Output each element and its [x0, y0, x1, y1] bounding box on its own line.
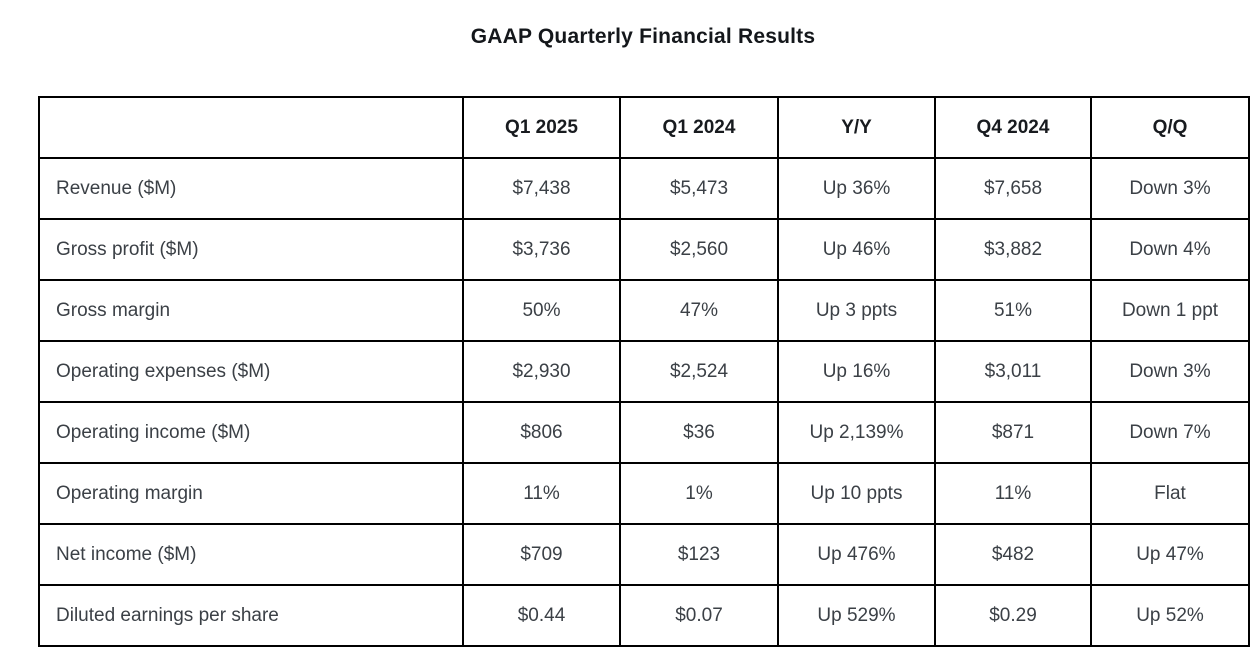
- cell-value: 47%: [619, 279, 779, 342]
- row-label: Gross profit ($M): [38, 218, 464, 281]
- cell-value: $0.29: [934, 584, 1092, 647]
- row-label: Diluted earnings per share: [38, 584, 464, 647]
- cell-value: 51%: [934, 279, 1092, 342]
- row-label: Operating margin: [38, 462, 464, 525]
- cell-value: $7,438: [462, 157, 621, 220]
- table-row-gross-margin: Gross margin 50% 47% Up 3 ppts 51% Down …: [38, 279, 1250, 342]
- cell-value: $0.44: [462, 584, 621, 647]
- cell-value: Up 2,139%: [777, 401, 936, 464]
- cell-value: Up 10 ppts: [777, 462, 936, 525]
- cell-value: Up 16%: [777, 340, 936, 403]
- cell-value: $7,658: [934, 157, 1092, 220]
- cell-value: $3,882: [934, 218, 1092, 281]
- cell-value: Down 3%: [1090, 157, 1250, 220]
- cell-value: Down 1 ppt: [1090, 279, 1250, 342]
- cell-value: Up 3 ppts: [777, 279, 936, 342]
- row-label: Net income ($M): [38, 523, 464, 586]
- table-row-operating-margin: Operating margin 11% 1% Up 10 ppts 11% F…: [38, 462, 1250, 525]
- table-row-net-income: Net income ($M) $709 $123 Up 476% $482 U…: [38, 523, 1250, 586]
- row-label: Operating income ($M): [38, 401, 464, 464]
- row-label: Operating expenses ($M): [38, 340, 464, 403]
- cell-value: $709: [462, 523, 621, 586]
- cell-value: $2,524: [619, 340, 779, 403]
- cell-value: $2,560: [619, 218, 779, 281]
- cell-value: $2,930: [462, 340, 621, 403]
- cell-value: $3,736: [462, 218, 621, 281]
- column-header-q1-2024: Q1 2024: [619, 96, 779, 159]
- cell-value: Flat: [1090, 462, 1250, 525]
- cell-value: $806: [462, 401, 621, 464]
- cell-value: $482: [934, 523, 1092, 586]
- cell-value: Up 47%: [1090, 523, 1250, 586]
- header-row: Q1 2025 Q1 2024 Y/Y Q4 2024 Q/Q: [38, 96, 1250, 159]
- column-header-blank: [38, 96, 464, 159]
- cell-value: $0.07: [619, 584, 779, 647]
- cell-value: 50%: [462, 279, 621, 342]
- cell-value: Up 46%: [777, 218, 936, 281]
- cell-value: 11%: [462, 462, 621, 525]
- cell-value: Up 529%: [777, 584, 936, 647]
- cell-value: Down 7%: [1090, 401, 1250, 464]
- table-row-operating-income: Operating income ($M) $806 $36 Up 2,139%…: [38, 401, 1250, 464]
- cell-value: $36: [619, 401, 779, 464]
- column-header-qq: Q/Q: [1090, 96, 1250, 159]
- cell-value: 11%: [934, 462, 1092, 525]
- table-row-revenue: Revenue ($M) $7,438 $5,473 Up 36% $7,658…: [38, 157, 1250, 220]
- page-title: GAAP Quarterly Financial Results: [470, 25, 816, 48]
- cell-value: Down 3%: [1090, 340, 1250, 403]
- row-label: Revenue ($M): [38, 157, 464, 220]
- cell-value: Up 52%: [1090, 584, 1250, 647]
- column-header-yy: Y/Y: [777, 96, 936, 159]
- cell-value: 1%: [619, 462, 779, 525]
- cell-value: Up 476%: [777, 523, 936, 586]
- cell-value: $123: [619, 523, 779, 586]
- cell-value: $5,473: [619, 157, 779, 220]
- table-row-operating-expenses: Operating expenses ($M) $2,930 $2,524 Up…: [38, 340, 1250, 403]
- financial-results-table: Q1 2025 Q1 2024 Y/Y Q4 2024 Q/Q Revenue …: [38, 96, 1250, 647]
- cell-value: $3,011: [934, 340, 1092, 403]
- cell-value: $871: [934, 401, 1092, 464]
- column-header-q1-2025: Q1 2025: [462, 96, 621, 159]
- column-header-q4-2024: Q4 2024: [934, 96, 1092, 159]
- table-row-gross-profit: Gross profit ($M) $3,736 $2,560 Up 46% $…: [38, 218, 1250, 281]
- row-label: Gross margin: [38, 279, 464, 342]
- cell-value: Up 36%: [777, 157, 936, 220]
- cell-value: Down 4%: [1090, 218, 1250, 281]
- table-row-diluted-eps: Diluted earnings per share $0.44 $0.07 U…: [38, 584, 1250, 647]
